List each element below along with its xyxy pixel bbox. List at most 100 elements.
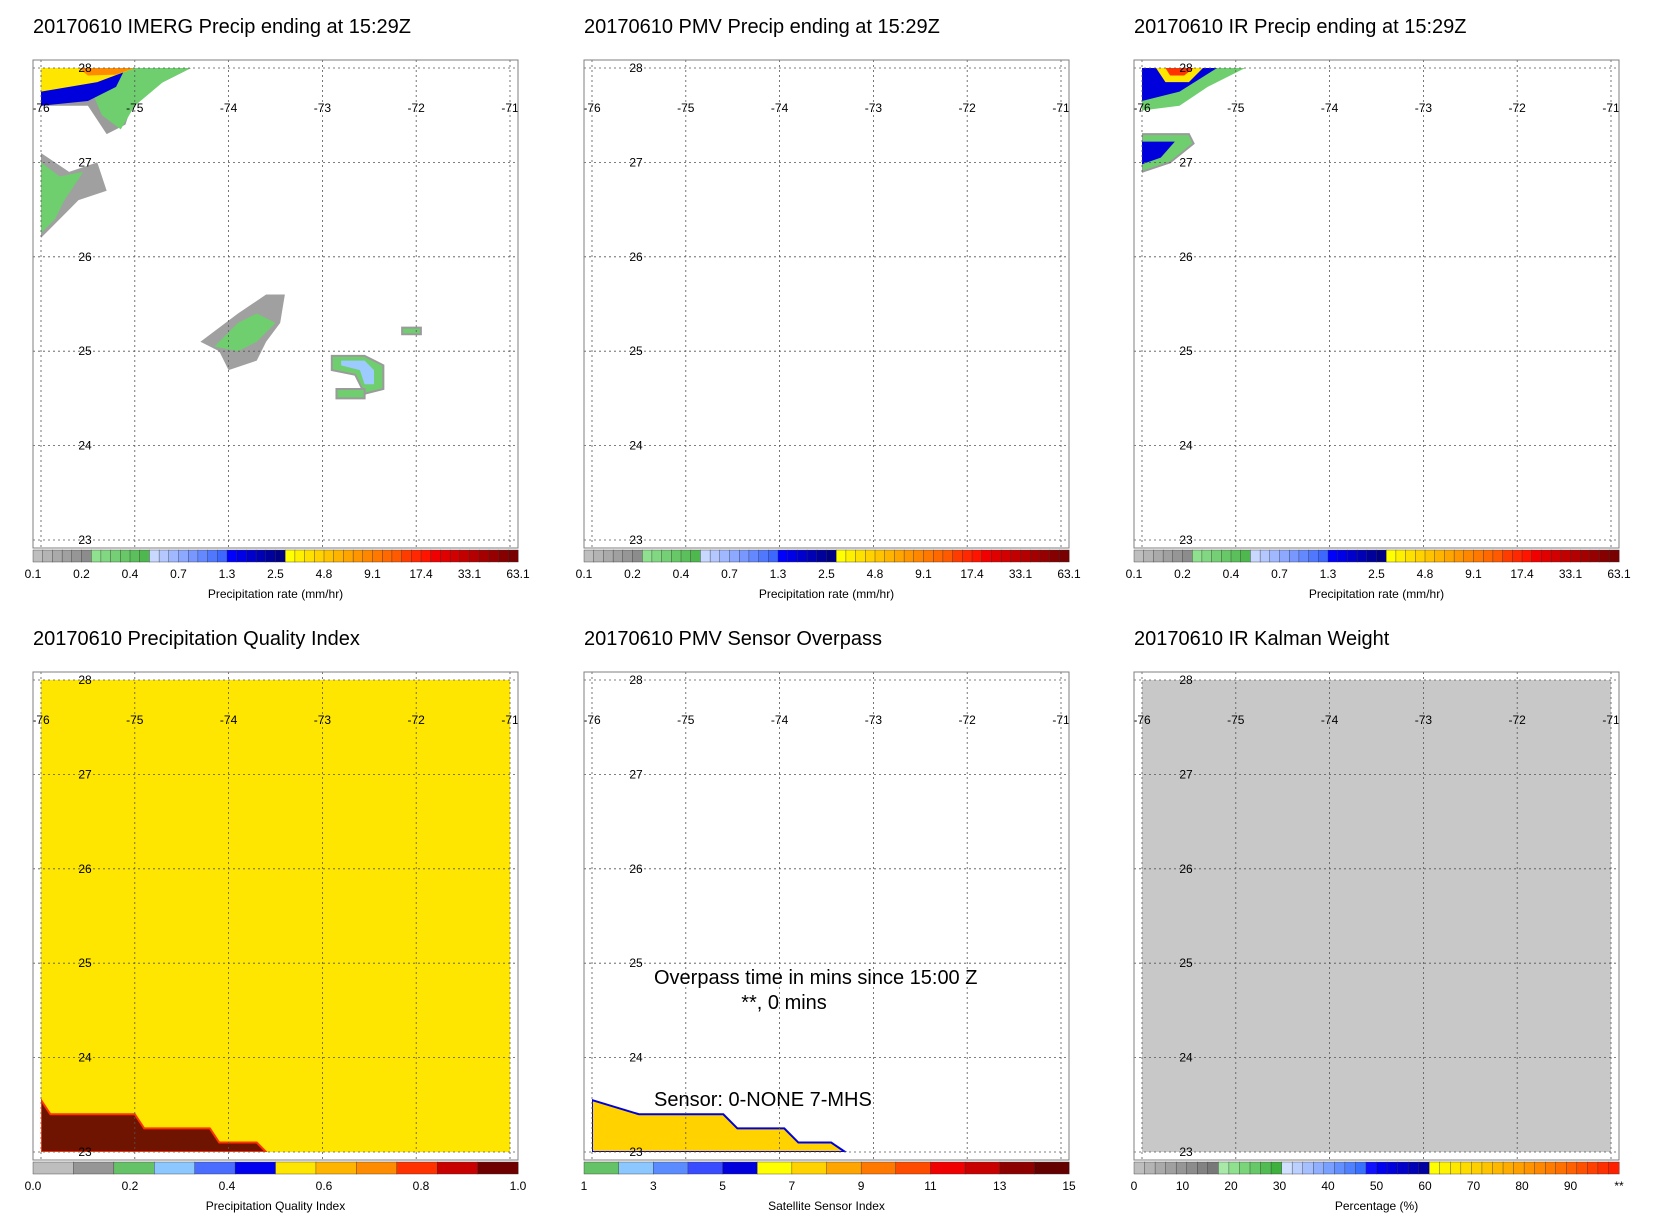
colorbar-tick: 80 — [1515, 1179, 1529, 1193]
colorbar-swatch — [469, 549, 480, 563]
colorbar-swatch — [1395, 549, 1407, 563]
colorbar-swatch — [1376, 1161, 1388, 1175]
colorbar-tick: 0.1 — [25, 567, 42, 581]
colorbar-swatch — [1288, 549, 1300, 563]
colorbar-swatch — [265, 549, 276, 563]
colorbar-tick: 0.2 — [624, 567, 641, 581]
colorbar-swatch — [855, 549, 866, 563]
map-margin — [1134, 672, 1142, 1160]
colorbar-swatch — [1356, 549, 1368, 563]
lat-tick-label: 23 — [1179, 1145, 1193, 1159]
colorbar-swatch — [382, 549, 393, 563]
colorbar-tick: 0.4 — [673, 567, 690, 581]
colorbar-swatch — [1434, 549, 1445, 563]
colorbar-swatch — [651, 549, 663, 563]
colorbar-swatch — [197, 549, 209, 563]
colorbar-swatch — [1020, 549, 1031, 563]
colorbar-label: Satellite Sensor Index — [768, 1199, 885, 1213]
colorbar-swatch — [90, 549, 102, 563]
colorbar-swatch — [1059, 549, 1070, 563]
colorbar-swatch — [964, 1161, 1001, 1175]
colorbar-tick: 9.1 — [364, 567, 381, 581]
colorbar-swatch — [294, 549, 306, 563]
colorbar-swatch — [1555, 1161, 1567, 1175]
map-margin — [1061, 60, 1069, 548]
colorbar-swatch — [933, 549, 944, 563]
lat-tick-label: 27 — [629, 767, 643, 781]
colorbar-tick: 0.4 — [219, 1179, 236, 1193]
colorbar-tick: 15 — [1062, 1179, 1076, 1193]
colorbar-swatch — [1587, 1161, 1599, 1175]
lon-tick-label: -72 — [1509, 713, 1527, 727]
lon-tick-label: -76 — [32, 713, 50, 727]
lon-tick-label: -71 — [501, 713, 519, 727]
colorbar-label: Precipitation rate (mm/hr) — [759, 587, 894, 601]
lon-tick-label: -75 — [677, 713, 695, 727]
colorbar-swatch — [32, 1161, 74, 1175]
colorbar-precip: 0.1 0.2 0.4 0.7 1.3 2.5 4.8 9.1 17.4 33.1 63.1 Prec… — [1126, 549, 1631, 601]
lat-tick-label: 24 — [1179, 1051, 1193, 1065]
lat-tick-label: 24 — [1179, 439, 1193, 453]
colorbar-swatch — [642, 549, 653, 563]
colorbar-tick: 9.1 — [1465, 567, 1482, 581]
colorbar-swatch — [1153, 549, 1164, 563]
colorbar-swatch — [1172, 549, 1184, 563]
lat-tick-label: 24 — [78, 439, 92, 453]
lat-tick-label: 27 — [629, 155, 643, 169]
lon-tick-label: -73 — [1415, 101, 1433, 115]
colorbar-swatch — [777, 549, 789, 563]
colorbar-swatch — [661, 549, 672, 563]
colorbar-swatch — [1473, 549, 1484, 563]
lat-tick-label: 26 — [78, 862, 92, 876]
colorbar-swatch — [583, 549, 595, 563]
precip-area-orange — [78, 68, 135, 76]
colorbar-swatch — [768, 549, 779, 563]
colorbar-swatch — [1513, 1161, 1525, 1175]
colorbar-swatch — [459, 549, 470, 563]
colorbar-tick: 1 — [581, 1179, 588, 1193]
lat-tick-label: 23 — [629, 533, 643, 547]
colorbar-swatch — [700, 549, 711, 563]
colorbar-swatch — [1154, 1161, 1167, 1175]
colorbar-tick: 17.4 — [1510, 567, 1534, 581]
panel-title: 20170610 IR Kalman Weight — [1134, 628, 1390, 650]
lat-tick-label: 27 — [1179, 767, 1193, 781]
colorbar-swatch — [583, 1161, 620, 1175]
lat-tick-label: 26 — [1179, 250, 1193, 264]
colorbar-swatch — [1218, 1161, 1230, 1175]
lat-tick-label: 28 — [78, 61, 92, 75]
colorbar-swatch — [1250, 549, 1261, 563]
lat-tick-label: 25 — [629, 956, 643, 970]
lon-tick-label: -73 — [314, 101, 332, 115]
colorbar-swatch — [1162, 549, 1174, 563]
colorbar-tick: 2.5 — [1368, 567, 1385, 581]
lat-tick-label: 26 — [1179, 862, 1193, 876]
colorbar-swatch — [923, 549, 934, 563]
colorbar-swatch — [1144, 1161, 1156, 1175]
panel-pmv: 20170610 PMV Precip ending at 15:29Z — [584, 16, 1104, 606]
colorbar-tick: 1.3 — [1320, 567, 1337, 581]
lat-tick-label: 27 — [78, 155, 92, 169]
colorbar-swatch — [1239, 1161, 1251, 1175]
precip-area-green — [335, 387, 366, 400]
colorbar-swatch — [401, 549, 412, 563]
colorbar-swatch — [1560, 549, 1572, 563]
colorbar-swatch — [129, 549, 141, 563]
colorbar-tick: 17.4 — [409, 567, 433, 581]
colorbar-swatch — [110, 549, 121, 563]
colorbar-swatch — [411, 549, 422, 563]
colorbar-swatch — [61, 549, 73, 563]
colorbar-swatch — [1415, 549, 1426, 563]
map-border — [32, 59, 519, 549]
colorbar-swatch — [806, 549, 818, 563]
panel-title: 20170610 Precipitation Quality Index — [33, 628, 360, 650]
lat-tick-label: 25 — [629, 344, 643, 358]
colorbar-swatch — [971, 549, 983, 563]
map-grid: -76 -75 -74 -73 -72 -71 28 27 26 25 24 23 — [1133, 672, 1620, 1160]
colorbar-swatch — [1444, 549, 1455, 563]
lon-tick-label: -74 — [1321, 101, 1339, 115]
colorbar-swatch — [194, 1161, 236, 1175]
colorbar-swatch — [1386, 1161, 1399, 1175]
colorbar-tick: 11 — [924, 1179, 937, 1193]
